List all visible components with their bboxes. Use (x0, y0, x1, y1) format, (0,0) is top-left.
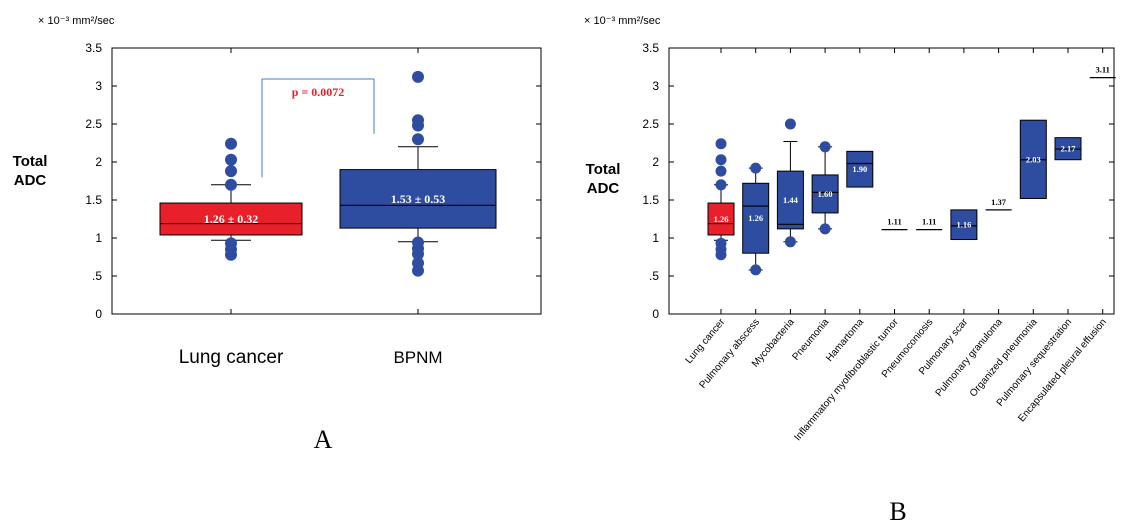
value-label: 2.17 (1061, 144, 1077, 154)
outlier-point (715, 165, 727, 177)
value-label: 1.26 (748, 213, 763, 223)
value-label: 1.53 ± 0.53 (391, 192, 446, 206)
panel-a-unit-label: × 10⁻³ mm²/sec (38, 15, 115, 27)
y-tick-label: .5 (92, 269, 102, 283)
outlier-point (412, 114, 424, 127)
panel-a: 0 .5 1 1.5 2 2.5 3 3.5 1.26 ± 0.32 1.53 ± 0.53 Lun… (85, 41, 542, 368)
outlier-point (412, 133, 424, 146)
outlier-point (225, 137, 237, 150)
y-tick-label: 1 (95, 231, 102, 245)
y-tick-label: 0 (95, 307, 102, 321)
outlier-point (225, 153, 237, 166)
outlier-point (819, 141, 831, 153)
outlier-point (715, 154, 727, 166)
y-tick-label: 3.5 (642, 41, 659, 55)
y-tick-label: 2 (95, 155, 102, 169)
outlier-point (715, 179, 727, 191)
y-tick-label: 0 (652, 307, 659, 321)
outlier-point (819, 223, 831, 235)
outlier-point (225, 178, 237, 191)
value-label: 1.26 ± 0.32 (204, 212, 259, 226)
value-label: 1.44 (783, 195, 799, 205)
outlier-point (225, 165, 237, 178)
y-tick-label: 3 (652, 79, 659, 93)
outlier-point (225, 237, 237, 250)
box (811, 174, 839, 214)
significance-bracket (261, 78, 375, 178)
outlier-point (715, 138, 727, 150)
x-category-label: BPNM (393, 348, 442, 367)
y-tick-label: 3.5 (85, 41, 102, 55)
value-label: 1.11 (887, 217, 901, 227)
value-label: 3.11 (1095, 65, 1109, 75)
outlier-point (715, 237, 727, 249)
outlier-point (412, 70, 424, 83)
outlier-point (784, 118, 796, 130)
box (707, 202, 735, 236)
value-label: 1.90 (852, 164, 867, 174)
p-value-annotation: p = 0.0072 (292, 85, 345, 99)
y-tick-label: 1.5 (642, 193, 659, 207)
y-tick-label: 1 (652, 231, 659, 245)
box (846, 150, 874, 188)
outlier-point (784, 236, 796, 248)
panel-a-label: A (314, 425, 333, 454)
y-tick-label: 2.5 (85, 117, 102, 131)
x-category-label: Pulmonary granuloma (934, 317, 1006, 399)
outlier-point (750, 162, 762, 174)
y-tick-label: 2 (652, 155, 659, 169)
box (742, 182, 770, 254)
box (950, 209, 978, 241)
outlier-point (750, 264, 762, 276)
value-label: 1.16 (956, 220, 971, 230)
y-tick-label: 3 (95, 79, 102, 93)
plot-frame (668, 47, 1115, 315)
y-tick-label: 2.5 (642, 117, 659, 131)
panel-b-unit-label: × 10⁻³ mm²/sec (584, 15, 661, 27)
value-label: 1.60 (818, 189, 833, 199)
value-label: 1.11 (922, 217, 936, 227)
box (339, 169, 497, 229)
panel-b-label: B (889, 497, 906, 525)
panel-a-ylabel: Total ADC (13, 153, 48, 189)
outlier-point (412, 236, 424, 249)
value-label: 1.26 (714, 214, 729, 224)
panel-b-ylabel: Total ADC (586, 161, 621, 197)
value-label: 2.03 (1026, 154, 1041, 164)
y-tick-label: .5 (649, 269, 659, 283)
x-category-label: Pulmonary abscess (697, 317, 762, 391)
x-category-label: Lung cancer (179, 347, 284, 368)
outlier-point (412, 257, 424, 270)
plot-frame (111, 47, 542, 315)
value-label: 1.37 (991, 197, 1007, 207)
x-category-label: Organized pneumonia (968, 317, 1040, 400)
box (776, 170, 804, 230)
box (159, 202, 303, 236)
panel-b: 0 .5 1 1.5 2 2.5 3 3.5 1.26 1.26 1.44 1.60 1.90 1.11 1… (642, 41, 1116, 443)
y-tick-label: 1.5 (85, 193, 102, 207)
